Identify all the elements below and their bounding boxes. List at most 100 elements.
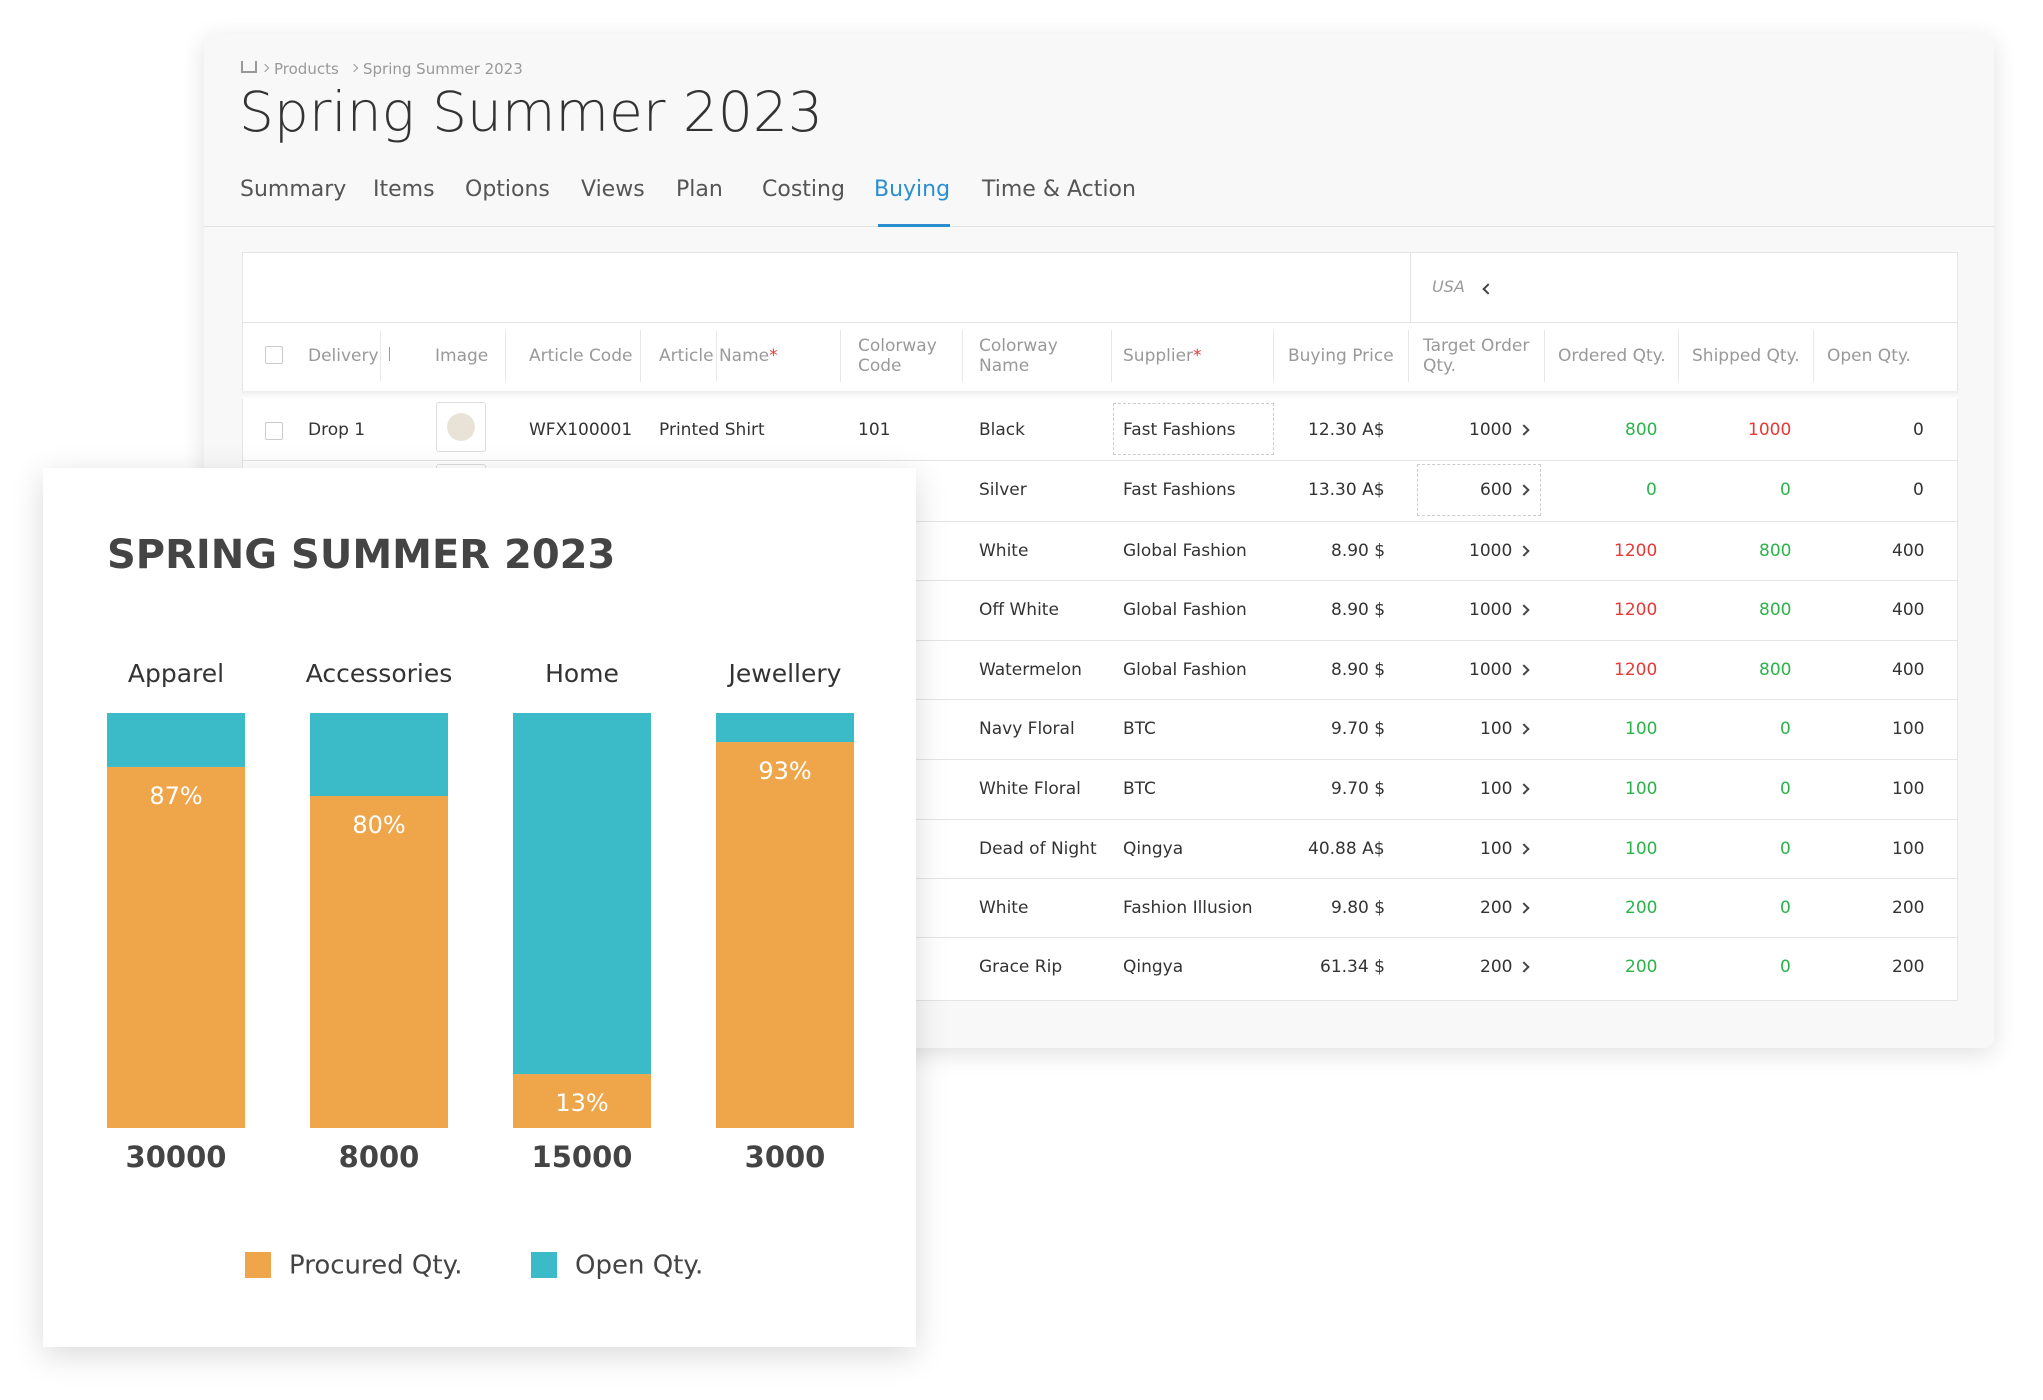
table-cell: 800 — [1759, 541, 1792, 561]
tab[interactable]: Costing — [762, 177, 845, 202]
category-label: Accessories — [306, 659, 453, 688]
column-header[interactable]: Delivery — [308, 346, 379, 366]
category-label: Home — [545, 659, 619, 688]
breadcrumb-item[interactable]: Products — [274, 60, 339, 78]
row-divider — [242, 580, 1958, 581]
table-cell: White — [979, 541, 1029, 561]
sort-icon — [389, 347, 390, 361]
table-cell: Drop 1 — [308, 420, 366, 440]
table-cell: 8.90 $ — [1331, 541, 1386, 561]
row-divider — [242, 640, 1958, 641]
column-divider — [840, 330, 841, 382]
table-cell: 200 — [1892, 957, 1925, 977]
value-label: 93% — [758, 757, 811, 785]
table-cell: 100 — [1625, 779, 1658, 799]
table-cell: 0 — [1780, 719, 1791, 739]
table-cell: 9.80 $ — [1331, 898, 1386, 918]
active-tab-underline — [878, 224, 950, 227]
tab[interactable]: Options — [465, 177, 550, 202]
column-header[interactable]: Image — [435, 346, 488, 366]
table-cell: 0 — [1780, 839, 1791, 859]
table-cell: 12.30 A$ — [1308, 420, 1385, 440]
table-cell: 1200 — [1614, 660, 1658, 680]
column-header[interactable]: Target Order Qty. — [1423, 336, 1543, 376]
table-cell: 1200 — [1614, 600, 1658, 620]
column-divider — [962, 330, 963, 382]
region-label: USA — [1432, 277, 1465, 296]
breadcrumb-item[interactable]: Spring Summer 2023 — [363, 60, 523, 78]
column-header[interactable]: Supplier* — [1123, 346, 1202, 366]
row-divider — [242, 937, 1958, 938]
tab[interactable]: Plan — [676, 177, 723, 202]
value-label: 80% — [352, 811, 405, 839]
row-checkbox[interactable] — [265, 422, 283, 440]
category-label: Jewellery — [727, 659, 842, 688]
total-label: 30000 — [126, 1140, 227, 1174]
table-cell: 400 — [1892, 600, 1925, 620]
bar-segment — [513, 1074, 651, 1128]
table-cell: 1000 — [1469, 541, 1513, 561]
tab[interactable]: Buying — [874, 177, 951, 202]
row-divider — [242, 819, 1958, 820]
table-cell: 100 — [1625, 719, 1658, 739]
editable-cell[interactable] — [1113, 403, 1274, 455]
required-mark: * — [1193, 346, 1202, 366]
header-text: Supplier — [1123, 346, 1194, 366]
table-cell: Off White — [979, 600, 1059, 620]
bar-segment — [107, 766, 245, 1128]
table-cell: 40.88 A$ — [1308, 839, 1385, 859]
editable-cell[interactable] — [1417, 464, 1541, 516]
table-cell: Fast Fashions — [1123, 420, 1236, 440]
table-cell: 9.70 $ — [1331, 719, 1386, 739]
column-header[interactable]: Article Name* — [659, 346, 778, 366]
header-text: Article Code — [529, 346, 633, 366]
select-all-checkbox[interactable] — [265, 346, 283, 364]
chart-title: SPRING SUMMER 2023 — [107, 532, 615, 578]
table-cell: 8.90 $ — [1331, 600, 1386, 620]
home-icon[interactable] — [241, 61, 257, 73]
table-cell: Silver — [979, 480, 1027, 500]
column-header[interactable]: Colorway Name — [979, 336, 1069, 376]
table-cell: Global Fashion — [1123, 541, 1247, 561]
table-cell: 200 — [1892, 898, 1925, 918]
region-divider — [1410, 253, 1411, 322]
bar-segment — [716, 742, 854, 1128]
table-cell: 200 — [1480, 957, 1513, 977]
column-divider — [505, 330, 506, 382]
tab[interactable]: Views — [581, 177, 645, 202]
column-divider — [716, 330, 717, 382]
table-cell: Black — [979, 420, 1025, 440]
header-text: Buying Price — [1288, 346, 1394, 366]
column-header[interactable]: Shipped Qty. — [1692, 346, 1800, 366]
table-cell: Qingya — [1123, 957, 1184, 977]
table-cell: 1200 — [1614, 541, 1658, 561]
table-cell: 400 — [1892, 541, 1925, 561]
column-divider — [380, 330, 381, 382]
table-cell: 800 — [1759, 660, 1792, 680]
column-divider — [1544, 330, 1545, 382]
column-header[interactable]: Ordered Qty. — [1558, 346, 1666, 366]
table-cell: 200 — [1625, 957, 1658, 977]
header-text: Target Order Qty. — [1423, 336, 1530, 376]
table-cell: 0 — [1780, 898, 1791, 918]
column-header[interactable]: Buying Price — [1288, 346, 1394, 366]
product-image[interactable] — [436, 402, 486, 452]
table-cell: 400 — [1892, 660, 1925, 680]
header-text: Delivery — [308, 346, 379, 366]
table-cell: 0 — [1780, 480, 1791, 500]
table-cell: Global Fashion — [1123, 660, 1247, 680]
tab[interactable]: Summary — [240, 177, 347, 202]
bar-segment — [107, 713, 245, 767]
column-divider — [1408, 330, 1409, 382]
tab[interactable]: Time & Action — [982, 177, 1136, 202]
tab[interactable]: Items — [373, 177, 435, 202]
column-header[interactable]: Open Qty. — [1827, 346, 1911, 366]
legend-label: Procured Qty. — [289, 1251, 463, 1281]
column-header[interactable]: Article Code — [529, 346, 632, 366]
column-header[interactable]: Colorway Code — [858, 336, 948, 376]
table-cell: 100 — [1625, 839, 1658, 859]
bar-segment — [716, 713, 854, 743]
table-cell: Qingya — [1123, 839, 1184, 859]
